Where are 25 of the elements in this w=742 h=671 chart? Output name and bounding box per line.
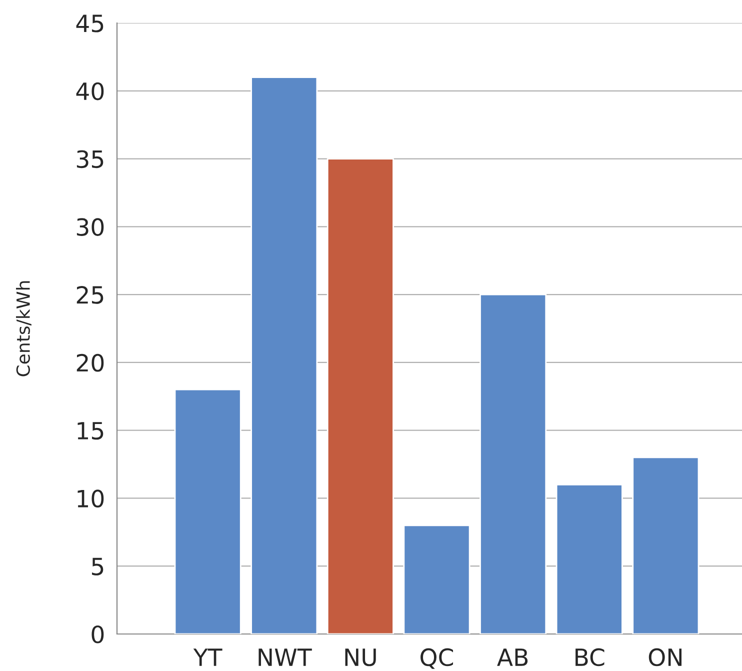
y-tick-label: 20 — [76, 354, 104, 372]
y-tick-label: 10 — [78, 490, 104, 508]
x-tick-label: ON — [648, 648, 682, 666]
bar — [556, 484, 623, 634]
x-tick-label: YT — [193, 648, 222, 666]
x-tick-label: BC — [576, 648, 604, 666]
x-tick-label: QC — [420, 648, 454, 669]
bar — [174, 388, 242, 634]
x-tick-label: NWT — [258, 648, 312, 666]
bar — [632, 456, 700, 634]
bar — [480, 294, 547, 634]
bar — [326, 158, 394, 634]
x-tick-label: NU — [345, 648, 376, 666]
y-tick-label: 30 — [76, 218, 104, 236]
y-tick-label: 15 — [78, 422, 104, 440]
bar — [403, 524, 470, 634]
bar — [250, 76, 318, 634]
y-tick-label: 5 — [92, 558, 104, 576]
x-tick-label: AB — [497, 648, 528, 666]
y-tick-label: 40 — [76, 82, 104, 100]
y-tick-label: 0 — [92, 625, 104, 644]
y-tick-label: 25 — [76, 286, 104, 304]
y-tick-label: 35 — [76, 150, 104, 168]
y-tick-label: 45 — [76, 14, 104, 32]
y-axis-title: Cents/kWh — [16, 281, 32, 376]
